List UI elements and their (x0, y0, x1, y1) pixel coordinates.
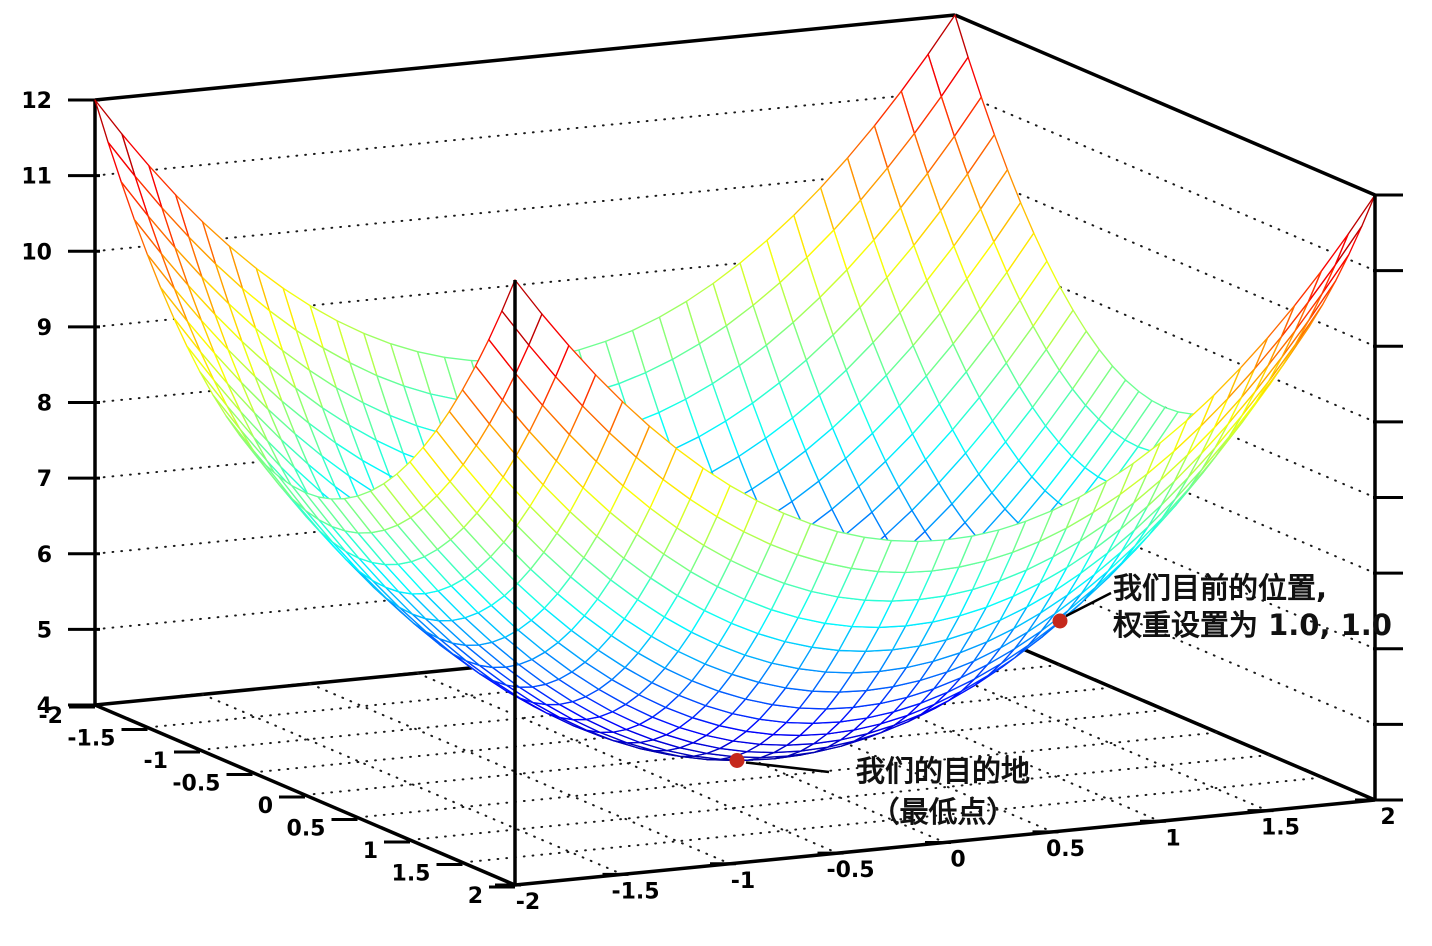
y-tick-label: -2 (516, 890, 540, 915)
x-mirror-tick (1093, 678, 1114, 689)
y-tick-label: 0 (950, 848, 965, 873)
wall-gridline (94, 89, 956, 177)
annotation-current-line2: 权重设置为 1.0, 1.0 (1113, 608, 1392, 642)
destination-marker (729, 753, 745, 768)
y-tick-label: -1 (731, 869, 755, 894)
annotation-destination-line2: （最低点） (870, 795, 1016, 829)
x-tick-label: 1 (363, 839, 378, 864)
x-mirror-tick (1251, 745, 1271, 757)
y-tick-label: 1 (1165, 826, 1180, 851)
x-mirror-tick (1146, 700, 1166, 712)
floor-gridline (201, 693, 624, 876)
annotation-current-position: 我们目前的位置, 权重设置为 1.0, 1.0 (1113, 570, 1392, 644)
y-tick-label: 1.5 (1261, 816, 1300, 841)
y-tick-label: 0.5 (1046, 837, 1085, 862)
wall-gridline (954, 165, 1376, 348)
box-edge-top-right (954, 13, 1376, 197)
y-tick-label: -0.5 (826, 858, 874, 883)
x-tick-label: 1.5 (392, 862, 431, 887)
z-tick-label: 12 (21, 89, 52, 114)
x-mirror-tick (1041, 655, 1061, 667)
mesh-cell (1321, 225, 1363, 295)
x-mirror-tick (1303, 768, 1324, 779)
wall-gridline (954, 240, 1376, 423)
z-tick-label: 9 (37, 316, 52, 341)
annotation-destination: 我们的目的地 （最低点） (798, 751, 1088, 833)
wall-gridline (954, 467, 1376, 650)
x-tick-label: -1 (144, 749, 168, 774)
x-tick-label: 2 (468, 884, 483, 909)
wall-gridline (94, 165, 956, 253)
x-mirror-tick (1198, 723, 1219, 734)
mesh-cell (501, 279, 543, 346)
wall-gridline (954, 89, 1376, 272)
z-tick-label: 6 (37, 543, 52, 568)
x-tick-label: -2 (39, 704, 63, 729)
x-axis (94, 703, 516, 887)
y-mirror-tick (395, 671, 418, 677)
mesh-cell (1334, 194, 1376, 266)
floor-gridline (461, 776, 1324, 864)
z-tick-label: 8 (37, 392, 52, 417)
x-tick-label: -1.5 (67, 727, 115, 752)
z-tick-label: 5 (37, 618, 52, 643)
floor-gridline (739, 640, 1161, 823)
floor-gridline (356, 731, 1219, 819)
x-tick-label: 0.5 (287, 817, 326, 842)
leader-line-destination (745, 761, 830, 774)
annotation-destination-line1: 我们的目的地 (855, 754, 1030, 788)
z-tick-label: 11 (21, 165, 52, 190)
y-tick-label: -1.5 (611, 879, 659, 904)
current-position-marker (1052, 613, 1068, 629)
x-tick-label: 0 (258, 794, 273, 819)
wall-gridline (94, 240, 956, 328)
box-edge-top-left (94, 13, 956, 102)
y-mirror-tick (180, 692, 203, 698)
z-tick-label: 7 (37, 467, 52, 492)
floor-gridline (309, 682, 731, 865)
x-tick-label: -0.5 (172, 772, 220, 797)
floor-gridline (416, 672, 839, 855)
wall-gridline (954, 543, 1376, 726)
y-mirror-tick (287, 682, 311, 688)
z-tick-label: 4 (37, 694, 52, 719)
floor-gridline (846, 629, 1269, 812)
leader-line-current (1065, 591, 1112, 618)
annotation-current-line1: 我们目前的位置, (1113, 571, 1328, 605)
y-tick-label: 2 (1380, 805, 1395, 830)
z-tick-label: 10 (21, 240, 52, 265)
